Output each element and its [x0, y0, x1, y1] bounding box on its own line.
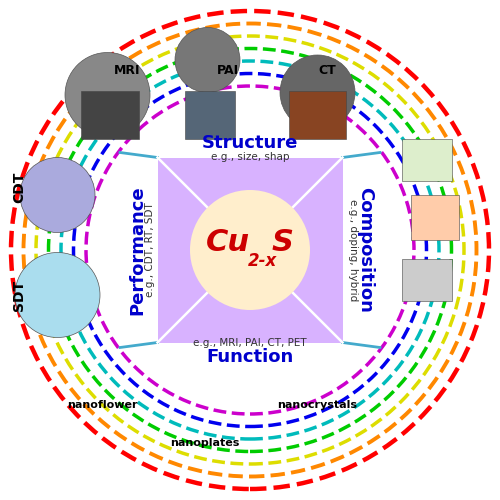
Text: Composition: Composition — [356, 187, 374, 313]
Polygon shape — [158, 158, 342, 342]
Circle shape — [92, 92, 408, 408]
Bar — [402, 259, 452, 301]
Circle shape — [8, 8, 492, 492]
Text: nanoplates: nanoplates — [170, 438, 239, 448]
Text: e.g., CDT, RT, SDT: e.g., CDT, RT, SDT — [145, 202, 155, 298]
Ellipse shape — [190, 190, 310, 310]
Text: PAI: PAI — [216, 64, 238, 76]
Text: e.g., MRI, PAI, CT, PET: e.g., MRI, PAI, CT, PET — [193, 338, 307, 347]
Circle shape — [20, 158, 95, 232]
Text: MRI: MRI — [114, 64, 141, 76]
Text: Cu: Cu — [206, 228, 250, 257]
Bar — [402, 138, 452, 181]
Circle shape — [280, 55, 355, 130]
Text: nanoflower: nanoflower — [67, 400, 138, 410]
Text: 2-x: 2-x — [248, 252, 277, 270]
Text: SDT: SDT — [12, 280, 26, 310]
Text: e.g., size, shap: e.g., size, shap — [211, 152, 289, 162]
Text: S: S — [272, 228, 293, 257]
Bar — [185, 91, 235, 138]
Circle shape — [65, 52, 150, 138]
Circle shape — [175, 28, 240, 92]
Text: e.g., doping, hybrid: e.g., doping, hybrid — [348, 199, 358, 301]
Text: CT: CT — [318, 64, 336, 76]
Text: Structure: Structure — [202, 134, 298, 152]
Text: Performance: Performance — [128, 185, 146, 315]
Text: Function: Function — [206, 348, 294, 366]
Bar — [289, 91, 346, 138]
Text: nanocrystals: nanocrystals — [278, 400, 357, 410]
Bar — [81, 91, 139, 138]
Bar — [411, 195, 459, 240]
Text: CDT: CDT — [12, 172, 26, 203]
Circle shape — [15, 252, 100, 338]
